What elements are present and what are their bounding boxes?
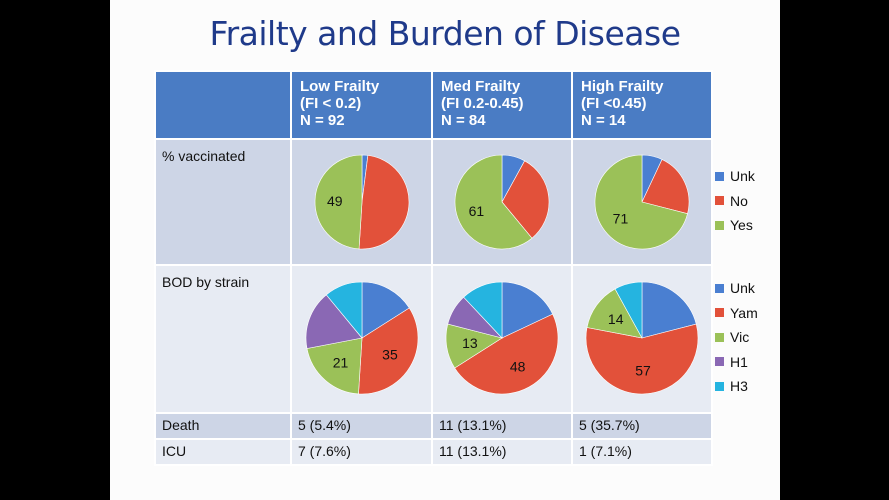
column-header-line: (FI 0.2-0.45) [441, 95, 524, 112]
pie-cell: 49 [290, 138, 433, 266]
column-header-line: High Frailty [581, 78, 664, 95]
column-header-high: High Frailty (FI <0.45) N = 14 [571, 70, 713, 140]
pie-data-label: 48 [510, 358, 526, 374]
column-header-med: Med Frailty (FI 0.2-0.45) N = 84 [431, 70, 573, 140]
bod-pie-low: 35 21 [305, 281, 418, 395]
icu-value: 11 (13.1%) [431, 438, 573, 466]
pie-slice-yes [454, 154, 533, 250]
icu-value: 7 (7.6%) [290, 438, 433, 466]
vaccinated-pie-low: 49 [314, 154, 409, 250]
pie-slice-yam [454, 313, 559, 395]
pie-slice-yes [594, 154, 688, 250]
legend-label: H1 [730, 353, 748, 370]
pie-slice-h3 [325, 281, 362, 339]
column-header-line: Med Frailty [441, 78, 521, 95]
legend-swatch [715, 220, 724, 230]
legend-item-h3: H3 [715, 374, 758, 399]
pie-slice-no [358, 155, 409, 250]
column-header-line: Low Frailty [300, 78, 380, 95]
pie-slice-yes [314, 154, 362, 250]
vaccinated-legend: Unk No Yes [715, 164, 755, 238]
column-header-line: N = 92 [300, 112, 345, 129]
legend-label: Unk [730, 280, 755, 297]
death-value: 11 (13.1%) [431, 412, 573, 440]
pie-slice-yam [585, 323, 699, 395]
legend-swatch [715, 283, 724, 293]
row-label-icu: ICU [154, 438, 292, 466]
legend-label: Yam [730, 304, 758, 321]
frailty-table: Low Frailty (FI < 0.2) N = 92 Med Frailt… [154, 70, 713, 466]
bod-pie-med: 48 13 [445, 281, 559, 395]
legend-label: Yes [730, 217, 753, 234]
pie-slice-h3 [614, 281, 643, 339]
legend-item-yes: Yes [715, 213, 755, 238]
legend-label: No [730, 192, 748, 209]
pie-slice-yam [357, 307, 418, 395]
death-value: 5 (35.7%) [571, 412, 713, 440]
legend-item-yam: Yam [715, 301, 758, 326]
pie-slice-no [641, 159, 690, 215]
legend-item-unk: Unk [715, 164, 755, 189]
death-value: 5 (5.4%) [290, 412, 433, 440]
pie-cell: 61 [431, 138, 573, 266]
vaccinated-pie-med: 61 [454, 154, 550, 250]
legend-swatch [715, 308, 724, 318]
legend-swatch [715, 381, 724, 391]
icu-value: 1 (7.1%) [571, 438, 713, 466]
column-header-low: Low Frailty (FI < 0.2) N = 92 [290, 70, 433, 140]
pie-cell: 35 21 [290, 264, 433, 414]
pie-cell: 48 13 [431, 264, 573, 414]
legend-item-unk: Unk [715, 276, 758, 301]
legend-label: H3 [730, 378, 748, 395]
column-header-line: N = 84 [441, 112, 486, 129]
legend-item-h1: H1 [715, 350, 758, 375]
pie-slice-unk [361, 281, 410, 339]
legend-label: Vic [730, 329, 750, 346]
pie-data-label: 71 [613, 211, 629, 227]
row-label-vaccinated: % vaccinated [154, 138, 292, 266]
header-corner [154, 70, 292, 140]
pie-slice-h3 [463, 281, 503, 339]
bod-pie-high: 57 14 [585, 281, 699, 395]
pie-slice-h1 [305, 294, 363, 349]
row-label-death: Death [154, 412, 292, 440]
legend-swatch [715, 357, 724, 367]
pie-data-label: 49 [326, 193, 342, 209]
legend-item-no: No [715, 189, 755, 214]
legend-item-vic: Vic [715, 325, 758, 350]
pie-data-label: 35 [382, 347, 398, 363]
pie-slice-no [501, 160, 550, 239]
pie-data-label: 14 [608, 311, 624, 327]
legend-swatch [715, 196, 724, 206]
legend-label: Unk [730, 168, 755, 185]
column-header-line: (FI <0.45) [581, 95, 647, 112]
row-label-bod: BOD by strain [154, 264, 292, 414]
pie-slice-vic [306, 337, 362, 395]
pie-data-label: 57 [635, 362, 651, 378]
column-header-line: N = 14 [581, 112, 626, 129]
pie-slice-unk [501, 281, 554, 339]
pie-data-label: 61 [469, 203, 485, 219]
slide: Frailty and Burden of Disease Low Frailt… [110, 0, 780, 500]
pie-cell: 57 14 [571, 264, 713, 414]
pie-slice-unk [641, 281, 697, 339]
vaccinated-pie-high: 71 [594, 154, 690, 250]
legend-swatch [715, 171, 724, 181]
pie-cell: 71 [571, 138, 713, 266]
column-header-line: (FI < 0.2) [300, 95, 362, 112]
legend-swatch [715, 332, 724, 342]
slide-title: Frailty and Burden of Disease [209, 14, 681, 53]
pie-data-label: 21 [332, 354, 348, 370]
bod-legend: Unk Yam Vic H1 H3 [715, 276, 758, 399]
pie-data-label: 13 [462, 335, 478, 351]
